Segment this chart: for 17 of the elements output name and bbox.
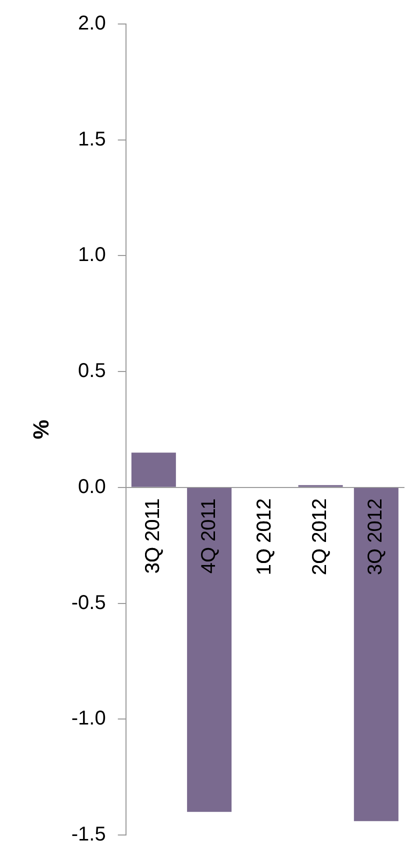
x-tick-label: 2Q 2012 bbox=[309, 498, 332, 576]
bar bbox=[354, 488, 398, 822]
y-tick-label: 1.0 bbox=[78, 244, 106, 266]
y-tick-label: 1.5 bbox=[78, 128, 106, 150]
y-tick-label: -1.0 bbox=[71, 708, 106, 730]
x-tick-label: 3Q 2011 bbox=[142, 498, 164, 574]
y-tick-label: 2.0 bbox=[78, 12, 106, 35]
y-tick-label: -1.5 bbox=[71, 824, 106, 846]
y-tick-label: 0.0 bbox=[78, 476, 106, 498]
y-tick-label: 0.5 bbox=[78, 360, 106, 382]
x-tick-label: 1Q 2012 bbox=[253, 498, 276, 576]
x-tick-label: 3Q 2012 bbox=[364, 498, 387, 576]
y-axis-title: % bbox=[28, 420, 54, 440]
bar bbox=[131, 452, 176, 487]
x-tick-label: 4Q 2011 bbox=[198, 498, 220, 574]
bar bbox=[187, 488, 232, 812]
y-tick-label: -0.5 bbox=[71, 592, 106, 614]
